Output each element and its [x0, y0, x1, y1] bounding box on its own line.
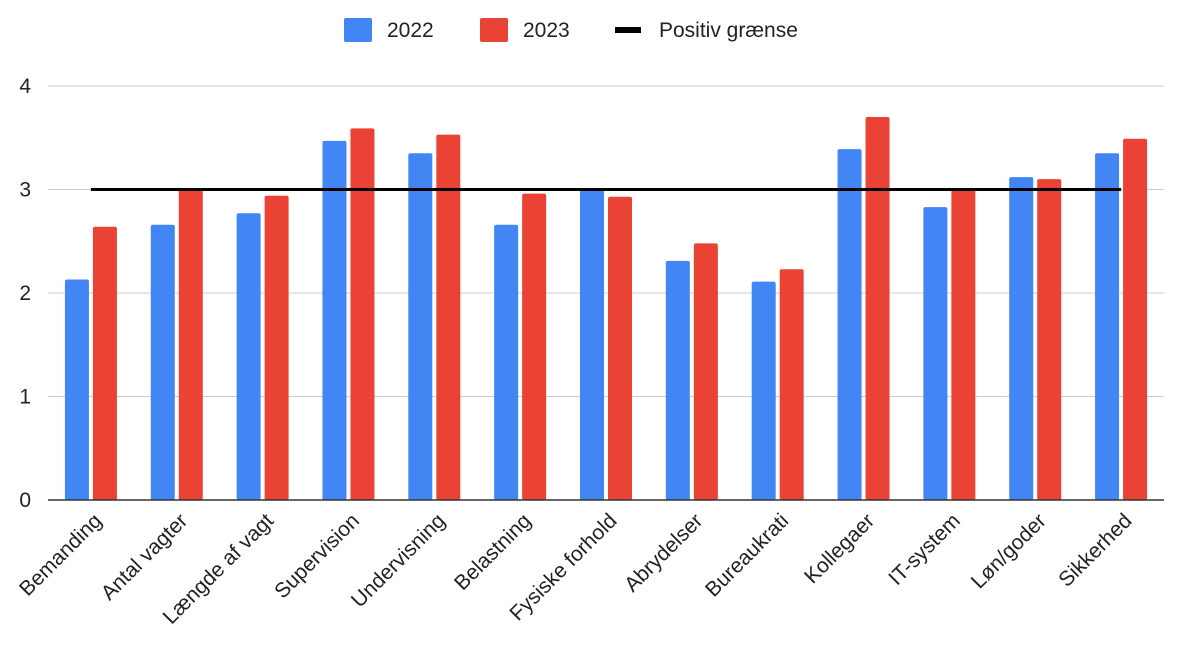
bar-2022 [408, 153, 433, 500]
bar-2023 [522, 193, 547, 500]
x-tick-label: Løn/goder [967, 509, 1051, 593]
bar-2022 [751, 281, 776, 500]
x-tick-label: Bemanding [15, 509, 106, 600]
bar-2022 [322, 140, 347, 501]
legend-item: 2023 [480, 18, 570, 42]
bar-2022 [150, 224, 175, 500]
bar-2022 [923, 207, 948, 500]
legend-label: 2022 [387, 19, 434, 42]
x-tick-label: Belastning [450, 509, 536, 595]
legend-label: Positiv grænse [659, 19, 798, 42]
legend: 2022 2023 Positiv grænse [344, 18, 798, 42]
legend-line-swatch [615, 27, 641, 33]
bar-2023 [1123, 138, 1148, 500]
bar-2022 [665, 260, 690, 500]
legend-item: Positiv grænse [615, 19, 798, 42]
bar-2023 [264, 195, 289, 500]
bar-2023 [951, 189, 976, 500]
bar-2022 [64, 279, 89, 500]
y-tick-label: 4 [19, 75, 31, 98]
bar-2023 [608, 196, 632, 500]
bar-2022 [236, 213, 261, 500]
legend-swatch [344, 18, 372, 42]
bar-2023 [178, 189, 203, 500]
bar-2023 [1037, 179, 1062, 500]
x-tick-label: IT-system [884, 509, 965, 590]
y-tick-label: 1 [19, 386, 31, 409]
grid-lines [48, 85, 1164, 397]
y-tick-label: 2 [19, 282, 31, 305]
x-tick-label: Kollegaer [800, 509, 879, 588]
legend-swatch [480, 18, 508, 42]
bar-2022 [494, 224, 519, 500]
bar-2023 [436, 134, 461, 500]
bar-2023 [779, 269, 804, 500]
bar-2023 [92, 226, 117, 500]
bar-2023 [350, 128, 375, 500]
x-tick-label: Bureaukrati [701, 509, 793, 601]
legend-label: 2023 [523, 19, 570, 42]
bar-2022 [1009, 177, 1034, 500]
x-tick-label: Abrydelser [620, 509, 707, 596]
bar-2022 [580, 189, 604, 500]
bars [64, 117, 1148, 501]
x-tick-label: Sikkerhed [1054, 509, 1136, 591]
x-tick-label: Supervision [270, 509, 364, 603]
x-tick-label: Antal vagter [97, 509, 193, 605]
bar-2023 [693, 243, 718, 500]
legend-item: 2022 [344, 18, 434, 42]
bar-2022 [1095, 153, 1120, 500]
bar-2023 [865, 117, 890, 501]
y-tick-label: 0 [19, 489, 31, 512]
y-tick-label: 3 [19, 179, 31, 202]
bar-2022 [837, 149, 862, 500]
